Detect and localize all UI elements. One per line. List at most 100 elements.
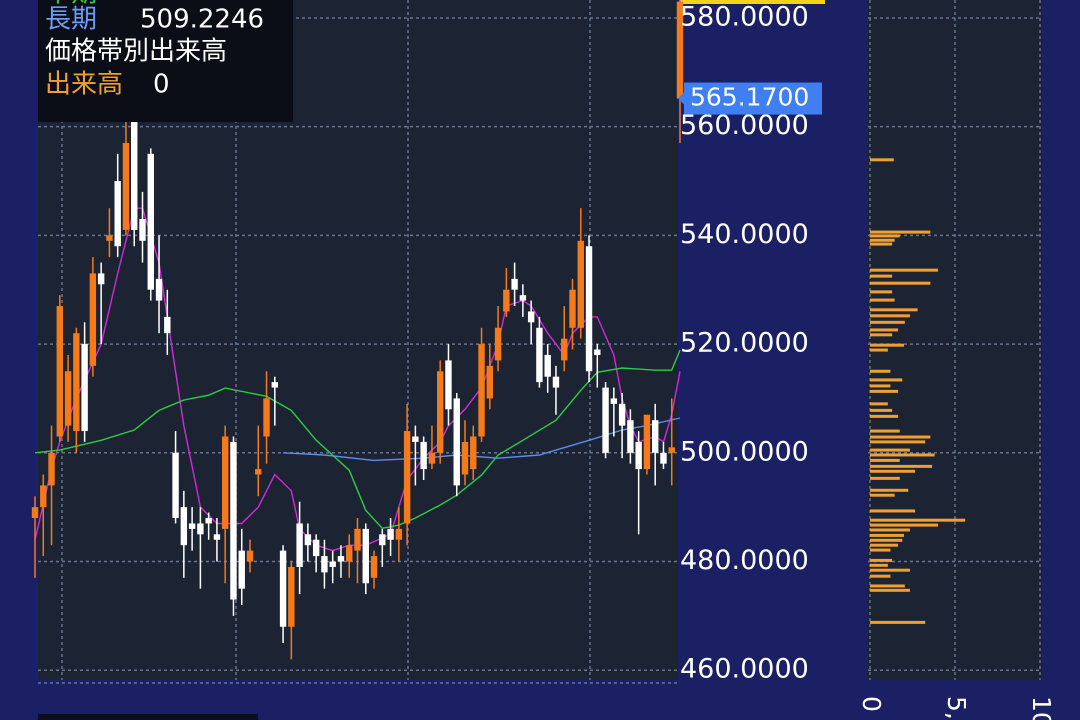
volume-profile-bar xyxy=(870,378,903,382)
candle-body xyxy=(346,545,353,562)
candle-body xyxy=(288,566,295,627)
candle-body xyxy=(544,354,551,377)
volume-profile-bar xyxy=(870,281,931,285)
y-tick-label: 520.0000 xyxy=(680,328,809,359)
candle-body xyxy=(610,398,618,404)
candle-body xyxy=(64,371,72,426)
moving-average-line xyxy=(34,349,681,530)
volume-profile-bar xyxy=(870,464,933,468)
candle-body xyxy=(106,235,113,241)
candle-body xyxy=(230,441,237,600)
volume-profile-bar xyxy=(870,509,916,513)
candle-body xyxy=(304,534,312,546)
candle-body xyxy=(395,528,403,540)
volume-profile-bar xyxy=(870,453,935,457)
candle-body xyxy=(221,436,229,529)
volume-tick-label: 5, xyxy=(942,696,971,720)
legend-volume-value: 0 xyxy=(153,70,170,100)
volume-profile-bar xyxy=(870,588,910,592)
candle-body xyxy=(40,485,47,508)
volume-profile-bar xyxy=(870,242,893,246)
volume-profile-bar xyxy=(870,414,899,418)
candle-body xyxy=(594,349,601,355)
volume-profile-bar xyxy=(870,290,893,294)
legend-volume-profile: 価格帯別出来高 xyxy=(45,37,227,67)
candle-body xyxy=(412,436,419,442)
candle-body xyxy=(56,306,64,437)
candle-body xyxy=(205,518,212,524)
volume-profile-bar xyxy=(870,528,910,532)
candle-body xyxy=(48,452,55,486)
candle-body xyxy=(668,447,675,453)
candle-body xyxy=(312,539,320,557)
volume-profile-bar xyxy=(870,523,938,527)
candle-body xyxy=(31,507,39,519)
volume-tick-label: 10 xyxy=(1027,696,1056,720)
candle-body xyxy=(403,431,411,524)
candle-body xyxy=(379,534,386,546)
volume-profile-bar xyxy=(870,533,904,537)
candle-body xyxy=(155,278,163,301)
candle-body xyxy=(519,295,527,301)
candle-body xyxy=(428,452,436,464)
candle-body xyxy=(387,528,394,540)
candle-body xyxy=(337,556,345,562)
volume-profile-bar xyxy=(870,308,918,312)
volume-profile-bar xyxy=(870,440,926,444)
legend-volume: 出来高 xyxy=(45,70,123,100)
volume-profile-bar xyxy=(870,333,893,337)
candle-body xyxy=(461,441,469,475)
volume-profile-bar xyxy=(870,320,905,324)
volume-profile-bar xyxy=(870,328,899,332)
candle-body xyxy=(651,420,659,453)
y-tick-label: 480.0000 xyxy=(680,545,809,576)
volume-profile-bar xyxy=(870,538,903,542)
cut-price-tag xyxy=(680,0,825,4)
volume-profile-bar xyxy=(870,230,931,234)
volume-profile-bar xyxy=(870,469,916,473)
candle-body xyxy=(329,561,336,567)
candle-body xyxy=(577,240,584,328)
candle-body xyxy=(676,1,684,99)
candle-body xyxy=(97,273,105,285)
candle-body xyxy=(188,523,196,529)
candle-body xyxy=(561,338,568,361)
volume-profile-bar xyxy=(870,298,895,302)
volume-profile-bar xyxy=(870,448,910,452)
volume-profile-bar xyxy=(870,458,900,462)
candle-body xyxy=(131,110,138,230)
volume-profile-bar xyxy=(870,543,899,547)
y-tick-label: 460.0000 xyxy=(680,654,809,685)
candle-body xyxy=(627,420,634,453)
volume-profile-bar xyxy=(870,568,910,572)
candle-body xyxy=(370,556,378,578)
candle-body xyxy=(164,316,171,334)
candle-body xyxy=(536,327,543,383)
candle-body xyxy=(436,371,444,453)
candle-body xyxy=(569,289,576,328)
volume-tick-label: 0 xyxy=(857,696,886,712)
y-tick-label: 580.0000 xyxy=(680,1,809,32)
candle-body xyxy=(602,387,609,453)
candle-body xyxy=(296,523,303,567)
candle-body xyxy=(271,382,279,388)
volume-profile-bar xyxy=(870,620,926,624)
volume-profile-bar xyxy=(870,493,895,497)
volume-profile-bar xyxy=(870,158,894,162)
candle-body xyxy=(89,273,97,366)
candle-body xyxy=(172,452,179,519)
volume-profile-bar xyxy=(870,369,891,373)
candle-body xyxy=(122,142,130,230)
legend-long-term: 長期 xyxy=(45,5,97,35)
candle-body xyxy=(643,414,651,470)
moving-average-line xyxy=(283,417,681,462)
volume-profile-bar xyxy=(870,384,891,388)
volume-profile-bar xyxy=(870,389,899,393)
y-tick-label: 560.0000 xyxy=(680,110,809,141)
candle-body xyxy=(527,311,535,323)
last-price-tag xyxy=(684,82,822,115)
y-tick-label: 500.0000 xyxy=(680,436,809,467)
candle-body xyxy=(279,550,287,627)
volume-profile-bar xyxy=(870,518,966,522)
